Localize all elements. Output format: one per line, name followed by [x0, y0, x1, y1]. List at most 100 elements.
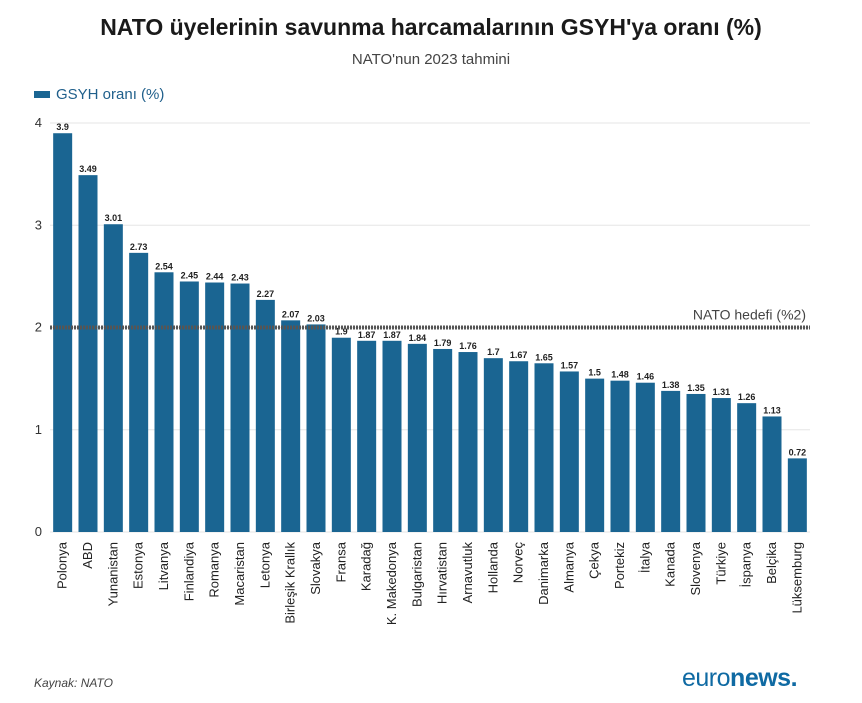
bar [686, 393, 706, 532]
bar [255, 299, 275, 532]
bar [787, 458, 807, 532]
data-label: 2.44 [206, 272, 224, 282]
x-tick-label: K. Makedonya [384, 541, 399, 625]
y-tick-label: 0 [35, 524, 42, 539]
data-label: 2.07 [282, 309, 300, 319]
bar [205, 282, 225, 532]
y-tick-label: 1 [35, 422, 42, 437]
logo-dot: . [790, 664, 798, 692]
bar [483, 358, 503, 532]
x-tick-label: Hollanda [485, 541, 500, 593]
x-tick-label: Estonya [131, 541, 146, 589]
x-tick-label: Birleşik Krallık [283, 542, 298, 624]
source-note: Kaynak: NATO [34, 676, 113, 690]
x-tick-label: İspanya [739, 541, 754, 587]
bar [610, 380, 630, 532]
data-label: 1.79 [434, 338, 452, 348]
y-tick-label: 4 [35, 115, 42, 130]
logo-part-euro: euro [682, 664, 731, 692]
bar [179, 281, 199, 532]
data-label: 3.01 [105, 213, 123, 223]
legend-label: GSYH oranı (%) [56, 86, 165, 103]
data-label: 1.13 [763, 405, 781, 415]
bar [281, 320, 301, 532]
data-label: 1.5 [588, 368, 601, 378]
data-label: 2.27 [257, 289, 275, 299]
bar [534, 363, 554, 532]
bar [635, 382, 655, 532]
bar [306, 324, 326, 532]
bar [661, 390, 681, 532]
data-label: 1.76 [459, 341, 477, 351]
x-tick-label: Kanada [663, 541, 678, 587]
bar [762, 416, 782, 532]
x-tick-label: Fransa [333, 541, 348, 582]
data-label: 3.49 [79, 164, 97, 174]
bar [382, 340, 402, 532]
x-tick-label: Almanya [561, 541, 576, 592]
data-label: 1.7 [487, 347, 500, 357]
data-label: 2.45 [181, 270, 199, 280]
data-label: 2.03 [307, 313, 325, 323]
x-tick-label: Polonya [55, 541, 70, 589]
x-tick-label: Hırvatistan [435, 542, 450, 604]
bar [737, 403, 757, 532]
nato-goal-label: NATO hedefi (%2) [693, 307, 806, 323]
data-label: 1.38 [662, 380, 680, 390]
x-tick-label: Norveç [511, 542, 526, 584]
data-label: 0.72 [789, 447, 807, 457]
data-label: 1.26 [738, 392, 756, 402]
x-tick-label: Slovakya [308, 541, 323, 595]
logo-part-news: news [730, 664, 791, 692]
x-tick-label: Finlandiya [181, 541, 196, 601]
data-label: 2.73 [130, 242, 148, 252]
euronews-logo: euronews. [682, 664, 798, 693]
x-tick-label: Letonya [257, 541, 272, 588]
data-label: 3.9 [56, 122, 69, 132]
data-label: 1.9 [335, 327, 348, 337]
bar [331, 337, 351, 532]
bar [458, 352, 478, 532]
bar [129, 252, 149, 533]
legend-swatch [34, 91, 50, 98]
chart-title: NATO üyelerinin savunma harcamalarının G… [100, 14, 762, 40]
data-label: 1.84 [409, 333, 427, 343]
x-tick-label: Slovenya [688, 541, 703, 595]
data-label: 1.87 [358, 330, 376, 340]
x-tick-label: Litvanya [156, 541, 171, 590]
bar [154, 272, 174, 532]
chart-subtitle: NATO'nun 2023 tahmini [351, 51, 511, 68]
x-tick-label: Türkiye [713, 542, 728, 585]
bar [559, 371, 579, 532]
x-tick-label: Romanya [207, 541, 222, 597]
x-tick-label: Bulgaristan [409, 542, 424, 607]
bar [711, 398, 731, 532]
data-label: 1.57 [561, 360, 579, 370]
x-tick-label: Macaristan [232, 542, 247, 606]
data-label: 2.54 [155, 261, 173, 271]
data-label: 1.31 [713, 387, 731, 397]
bar [407, 343, 427, 532]
bar [230, 283, 250, 532]
data-label: 1.48 [611, 370, 629, 380]
bar [357, 340, 377, 532]
bar [509, 361, 529, 532]
x-tick-label: ABD [80, 542, 95, 569]
data-label: 1.46 [637, 372, 655, 382]
x-tick-label: İtalya [637, 541, 652, 573]
bar [78, 175, 98, 532]
x-tick-label: Portekiz [612, 542, 627, 589]
data-label: 1.87 [383, 330, 401, 340]
data-label: 2.43 [231, 273, 249, 283]
bar [585, 378, 605, 532]
data-label: 1.35 [687, 383, 705, 393]
bar [103, 224, 123, 533]
legend: GSYH oranı (%) [34, 86, 164, 103]
data-label: 1.67 [510, 350, 528, 360]
x-tick-label: Belçika [764, 541, 779, 584]
x-tick-label: Danimarka [536, 541, 551, 605]
x-tick-label: Arnavutluk [460, 542, 475, 604]
data-label: 1.65 [535, 352, 553, 362]
bar [53, 133, 73, 532]
